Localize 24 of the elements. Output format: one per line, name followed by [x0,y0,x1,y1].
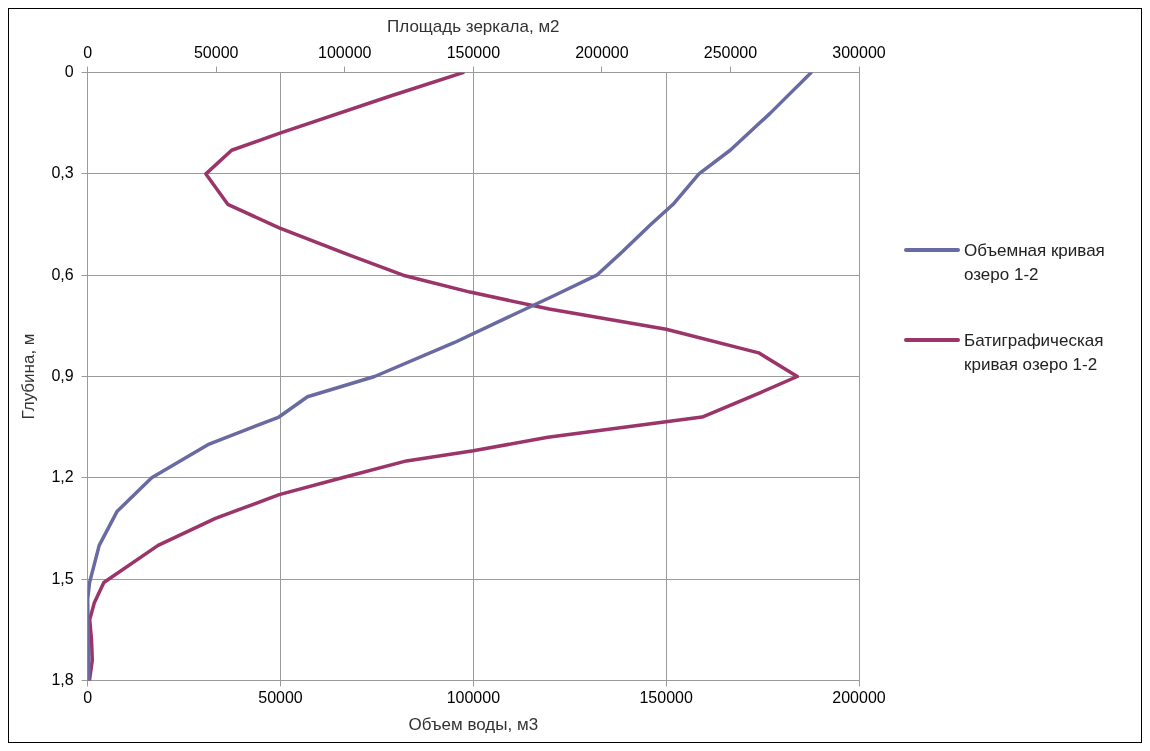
x2-axis-title: Площадь зеркала, м2 [387,16,560,36]
y-tick-label: 0 [64,63,74,81]
legend-label: Объемная кривая озеро 1-2 [964,240,1106,286]
x2-tick-label: 100000 [318,44,372,62]
x2-tick-label: 50000 [193,44,239,62]
y-axis-title: Глубина, м [18,333,38,420]
y-tick-label: 1,5 [51,569,74,587]
y-tick-label: 0,9 [51,366,74,384]
x2-tick-label: 300000 [832,44,886,62]
x-tick-label: 200000 [832,689,886,707]
x2-tick-label: 250000 [703,44,758,62]
y-tick-label: 1,2 [51,468,74,486]
x2-tick-label: 0 [83,44,93,62]
y-tick-label: 0,3 [51,164,74,182]
x2-tick-label: 150000 [446,44,501,62]
x-tick-label: 150000 [639,689,693,707]
legend-label: Батиграфическая кривая озеро 1-2 [964,330,1105,376]
x-tick-label: 50000 [258,689,303,707]
x-axis-title: Объем воды, м3 [408,715,539,735]
x2-tick-label: 200000 [575,44,629,62]
x-tick-label: 100000 [446,689,501,707]
x-tick-label: 0 [83,689,93,707]
y-tick-label: 1,8 [51,670,74,688]
y-tick-label: 0,6 [51,265,74,283]
